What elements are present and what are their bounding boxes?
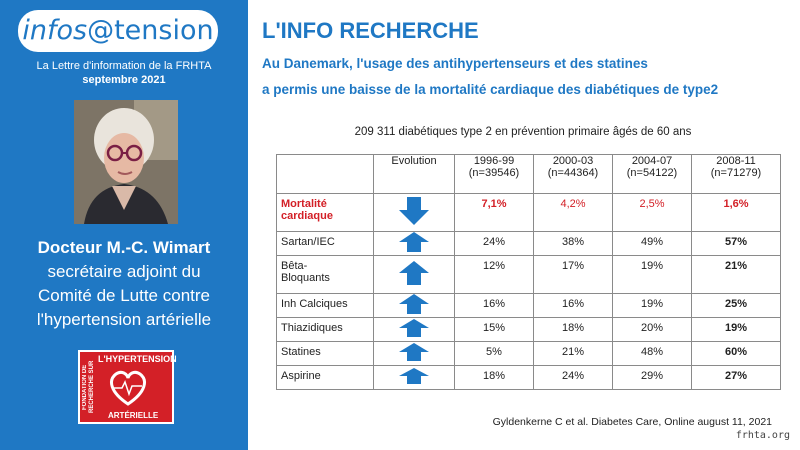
author-photo xyxy=(74,100,178,224)
logo-part-infos: infos xyxy=(22,15,88,46)
value-cell: 2,5% xyxy=(612,193,692,232)
row-label: Aspirine xyxy=(276,365,374,390)
header-count: (n=39546) xyxy=(468,167,520,179)
header-empty xyxy=(276,154,374,194)
value-cell: 24% xyxy=(454,231,534,256)
value-cell: 29% xyxy=(612,365,692,390)
table-row-mortalite: Mortalité cardiaque 7,1% 4,2% 2,5% 1,6% xyxy=(276,193,781,232)
value-cell: 16% xyxy=(454,293,534,318)
value-cell: 19% xyxy=(612,293,692,318)
header-1996-99: 1996-99 (n=39546) xyxy=(454,154,534,194)
table-row-sartan: Sartan/IEC 24% 38% 49% 57% xyxy=(276,231,781,256)
value-cell: 4,2% xyxy=(533,193,613,232)
arrow-up-icon xyxy=(399,261,429,285)
author-name: Docteur M.-C. Wimart xyxy=(37,238,211,257)
value-cell: 25% xyxy=(691,293,781,318)
trend-cell xyxy=(373,231,455,256)
value-cell: 15% xyxy=(454,317,534,342)
value-cell: 24% xyxy=(533,365,613,390)
header-2004-07: 2004-07 (n=54122) xyxy=(612,154,692,194)
header-2000-03: 2000-03 (n=44364) xyxy=(533,154,613,194)
value-cell: 49% xyxy=(612,231,692,256)
arrow-up-icon xyxy=(399,319,429,337)
author-role-line-1: secrétaire adjoint du xyxy=(47,262,201,281)
table-row-inh-calciques: Inh Calciques 16% 16% 19% 25% xyxy=(276,293,781,318)
headline-line-2: a permis une baisse de la mortalité card… xyxy=(262,82,719,97)
value-cell: 12% xyxy=(454,255,534,294)
row-label: Sartan/IEC xyxy=(276,231,374,256)
header-period: 2008-11 xyxy=(716,155,756,167)
table-caption: 209 311 diabétiques type 2 en prévention… xyxy=(354,126,692,138)
header-count: (n=71279) xyxy=(710,167,762,179)
foundation-logo-top-text: L'HYPERTENSION xyxy=(98,354,177,364)
row-label-line: Bloquants xyxy=(281,272,330,284)
row-label-line: Bêta- xyxy=(281,260,308,272)
value-cell: 38% xyxy=(533,231,613,256)
foundation-logo: FONDATION DE RECHERCHE SUR L'HYPERTENSIO… xyxy=(78,350,177,424)
arrow-up-icon xyxy=(399,368,429,384)
header-2008-11: 2008-11 (n=71279) xyxy=(691,154,781,194)
author-role-line-3: l'hypertension artérielle xyxy=(36,310,212,329)
arrow-up-icon xyxy=(399,343,429,361)
letter-date: septembre 2021 xyxy=(82,74,166,86)
page-title: L'INFO RECHERCHE xyxy=(262,18,479,43)
value-cell: 19% xyxy=(691,317,781,342)
trend-cell xyxy=(373,365,455,390)
header-count: (n=54122) xyxy=(626,167,678,179)
value-cell: 18% xyxy=(454,365,534,390)
sidebar-panel: infos@tension La Lettre d'information de… xyxy=(0,0,248,450)
arrow-down-icon xyxy=(399,197,429,225)
foundation-logo-vertical-text: FONDATION DE RECHERCHE SUR xyxy=(82,360,95,414)
letter-title: La Lettre d'information de la FRHTA xyxy=(36,60,212,72)
heart-icon xyxy=(110,370,146,406)
row-label: Bêta- Bloquants xyxy=(276,255,374,294)
value-cell: 21% xyxy=(691,255,781,294)
trend-cell xyxy=(373,293,455,318)
row-label: Statines xyxy=(276,341,374,366)
value-cell: 60% xyxy=(691,341,781,366)
value-cell: 5% xyxy=(454,341,534,366)
trend-cell xyxy=(373,341,455,366)
table-row-aspirine: Aspirine 18% 24% 29% 27% xyxy=(276,365,781,390)
table-row-statines: Statines 5% 21% 48% 60% xyxy=(276,341,781,366)
trend-cell xyxy=(373,255,455,294)
value-cell: 57% xyxy=(691,231,781,256)
value-cell: 18% xyxy=(533,317,613,342)
foundation-logo-bottom-text: ARTÉRIELLE xyxy=(108,411,159,420)
value-cell: 27% xyxy=(691,365,781,390)
value-cell: 7,1% xyxy=(454,193,534,232)
header-period: 1996-99 xyxy=(473,155,515,167)
header-evolution: Evolution xyxy=(373,154,455,194)
logo-part-tension: @tension xyxy=(87,15,214,46)
site-watermark: frhta.org xyxy=(735,430,790,441)
table-header-row: Evolution 1996-99 (n=39546) 2000-03 (n=443… xyxy=(276,154,781,194)
table-row-beta: Bêta- Bloquants 12% 17% 19% 21% xyxy=(276,255,781,294)
trend-cell xyxy=(373,193,455,232)
value-cell: 20% xyxy=(612,317,692,342)
headline-line-1: Au Danemark, l'usage des antihypertenseu… xyxy=(262,56,648,71)
row-label: Mortalité cardiaque xyxy=(276,193,374,232)
header-period: 2000-03 xyxy=(552,155,594,167)
header-period: 2004-07 xyxy=(631,155,673,167)
arrow-up-icon xyxy=(399,294,429,314)
infos-tension-logo: infos@tension xyxy=(18,10,218,52)
value-cell: 17% xyxy=(533,255,613,294)
results-table: Evolution 1996-99 (n=39546) 2000-03 (n=443… xyxy=(276,154,781,390)
table-row-thiazidiques: Thiazidiques 15% 18% 20% 19% xyxy=(276,317,781,342)
value-cell: 48% xyxy=(612,341,692,366)
header-evolution-label: Evolution xyxy=(391,155,437,167)
row-label-line: cardiaque xyxy=(281,210,333,222)
value-cell: 1,6% xyxy=(691,193,781,232)
value-cell: 16% xyxy=(533,293,613,318)
value-cell: 21% xyxy=(533,341,613,366)
trend-cell xyxy=(373,317,455,342)
row-label: Thiazidiques xyxy=(276,317,374,342)
author-role-line-2: Comité de Lutte contre xyxy=(38,286,210,305)
arrow-up-icon xyxy=(399,232,429,252)
reference-citation: Gyldenkerne C et al. Diabetes Care, Onli… xyxy=(492,416,772,428)
value-cell: 19% xyxy=(612,255,692,294)
header-count: (n=44364) xyxy=(547,167,599,179)
row-label-line: Mortalité xyxy=(281,198,327,210)
row-label: Inh Calciques xyxy=(276,293,374,318)
